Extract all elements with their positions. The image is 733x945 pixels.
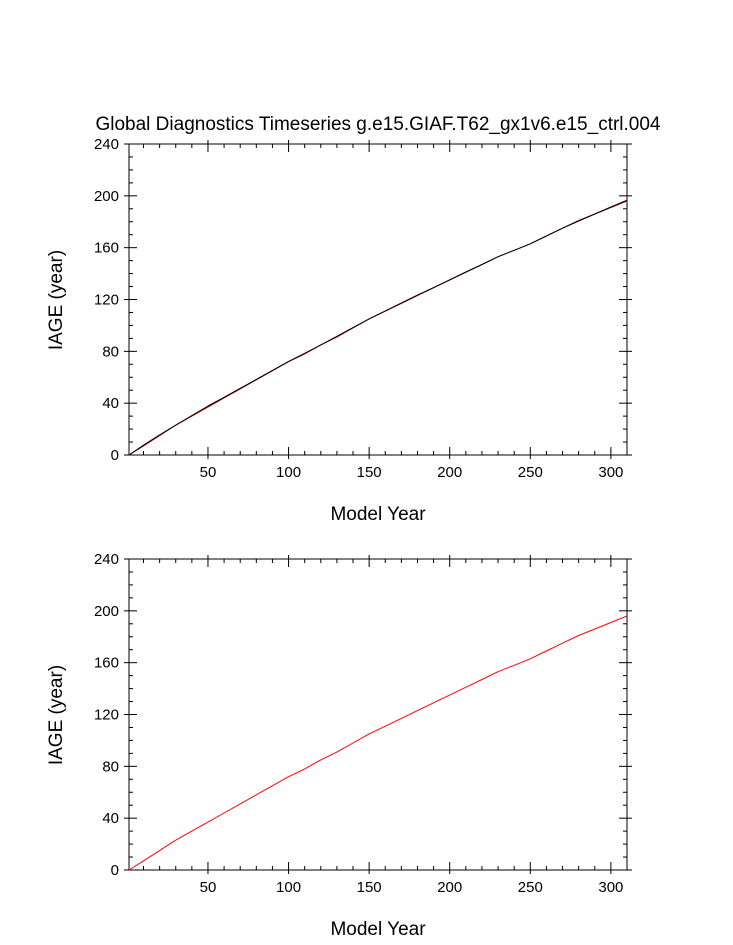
y-tick-label: 0: [111, 862, 119, 879]
x-tick-label: 150: [357, 879, 382, 896]
x-tick-label: 50: [200, 464, 217, 481]
y-tick-label: 240: [94, 551, 119, 568]
x-tick-label: 300: [598, 464, 623, 481]
y-tick-label: 40: [102, 810, 119, 827]
bottom-plot-area: 50 100 150 200 250 300 0 40 80 120 160 200 240: [94, 551, 632, 896]
x-tick-label: 200: [437, 464, 462, 481]
x-tick-label: 300: [598, 879, 623, 896]
series-line-0: [128, 200, 628, 456]
chart-title: Global Diagnostics Timeseries g.e15.GIAF…: [95, 114, 660, 135]
series-line-1: [128, 199, 628, 456]
y-tick-label: 120: [94, 707, 119, 724]
y-tick-label: 200: [94, 188, 119, 205]
y-tick-label: 80: [102, 343, 119, 360]
top-chart: 50 100 150 200 250 300 0 40 80 120 160 200 240 Model…: [46, 136, 632, 525]
y-tick-label: 160: [94, 240, 119, 257]
y-tick-label: 80: [102, 758, 119, 775]
x-tick-label: 250: [518, 464, 543, 481]
plot-frame: [128, 558, 628, 871]
x-tick-label: 150: [357, 464, 382, 481]
top-x-axis-title: Model Year: [330, 504, 426, 525]
x-tick-label: 100: [276, 464, 301, 481]
x-tick-label: 200: [437, 879, 462, 896]
top-plot-area: 50 100 150 200 250 300 0 40 80 120 160 200 240: [94, 136, 632, 481]
y-tick-label: 40: [102, 395, 119, 412]
bottom-x-axis-title: Model Year: [330, 919, 426, 940]
y-tick-label: 240: [94, 136, 119, 153]
top-y-axis-title: IAGE (year): [46, 250, 67, 350]
x-tick-label: 250: [518, 879, 543, 896]
y-tick-label: 0: [111, 447, 119, 464]
x-tick-label: 50: [200, 879, 217, 896]
y-tick-label: 120: [94, 292, 119, 309]
bottom-y-axis-title: IAGE (year): [46, 665, 67, 765]
x-tick-label: 100: [276, 879, 301, 896]
bottom-chart: 50 100 150 200 250 300 0 40 80 120 160 200 240 Model…: [46, 551, 632, 940]
y-tick-label: 200: [94, 603, 119, 620]
y-tick-label: 160: [94, 655, 119, 672]
series-line-0: [128, 615, 628, 871]
